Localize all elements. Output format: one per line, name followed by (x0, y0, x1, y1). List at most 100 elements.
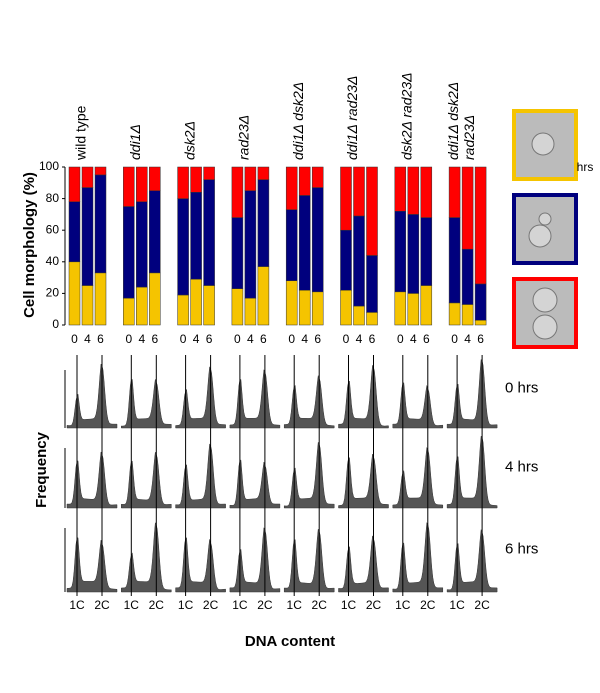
x-tick-label: 0 (71, 332, 78, 346)
y-tick-label: 80 (46, 191, 60, 205)
bar-segment (448, 217, 461, 304)
bar-segment (461, 166, 474, 250)
bar-segment (353, 305, 365, 326)
x-tick-label: 1C (287, 598, 303, 612)
x-tick-label: 4 (193, 332, 200, 346)
bar-segment (257, 179, 270, 267)
x-tick-label: 6 (151, 332, 158, 346)
bar-segment (190, 192, 202, 280)
group-label: dsk2Δ rad23Δ (399, 72, 415, 160)
bar-segment (123, 206, 135, 299)
bar-segment (394, 291, 407, 326)
group-label: ddi1Δ rad23Δ (344, 76, 360, 160)
bar-segment (394, 210, 407, 293)
histogram (283, 375, 335, 429)
bar-segment (353, 166, 365, 217)
bar-segment (366, 312, 378, 326)
bar-segment (257, 266, 270, 326)
histogram (446, 358, 498, 429)
y-tick-label: 100 (39, 159, 59, 173)
x-tick-label: 4 (301, 332, 308, 346)
histogram (121, 451, 172, 509)
histogram (446, 529, 498, 593)
x-tick-label: 0 (397, 332, 404, 346)
x-tick-label: 6 (260, 332, 267, 346)
bar-segment (123, 297, 135, 326)
bar-segment (340, 166, 352, 231)
bar-segment (420, 285, 433, 326)
bar-segment (407, 214, 420, 294)
x-tick-label: 2C (312, 598, 328, 612)
x-tick-label: 1C (395, 598, 411, 612)
bar-segment (353, 215, 365, 307)
histogram (121, 521, 172, 593)
x-tick-label: 6 (314, 332, 321, 346)
x-tick-label: 1C (178, 598, 194, 612)
y-tick-label: 60 (46, 222, 60, 236)
histogram (229, 459, 281, 509)
x-tick-label: 6 (477, 332, 484, 346)
bar-segment (190, 278, 202, 326)
x-tick-label: 1C (341, 598, 357, 612)
row-label: 6 hrs (505, 540, 538, 557)
bar-segment (298, 289, 311, 326)
bar-segment (311, 291, 324, 326)
x-tick-label: 6 (369, 332, 376, 346)
bar-segment (136, 166, 148, 203)
bar-segment (177, 166, 189, 199)
y-tick-label: 0 (52, 317, 59, 331)
x-tick-label: 4 (247, 332, 254, 346)
x-tick-label: 1C (449, 598, 465, 612)
bar-segment (203, 179, 215, 286)
bar-segment (177, 198, 189, 296)
bar-segment (298, 195, 311, 291)
x-tick-label: 2C (149, 598, 165, 612)
group-label: ddi1Δ dsk2Δ (290, 82, 306, 160)
x-tick-label: 4 (84, 332, 91, 346)
bar-segment (474, 283, 487, 321)
x-tick-label: 6 (423, 332, 430, 346)
x-tick-label: 0 (180, 332, 187, 346)
histogram (121, 378, 172, 429)
histogram (175, 443, 226, 509)
group-label: wild type (73, 105, 89, 161)
bar-segment (311, 166, 324, 188)
x-tick-label: 0 (234, 332, 241, 346)
bar-segment (366, 255, 378, 313)
bar-segment (94, 166, 107, 176)
histogram (283, 441, 335, 509)
histogram (229, 526, 281, 593)
bar-segment (136, 201, 148, 288)
histogram (66, 451, 118, 509)
histogram (446, 435, 498, 509)
bar-segment (81, 187, 94, 286)
x-tick-label: 0 (343, 332, 350, 346)
histogram (338, 364, 389, 429)
bar-segment (244, 166, 257, 191)
bar-segment (448, 166, 461, 218)
bar-segment (149, 272, 161, 326)
unbudded-cell-image (512, 109, 578, 181)
x-tick-label: 2C (203, 598, 219, 612)
group-label: dsk2Δ (181, 121, 197, 160)
cell-images (512, 109, 578, 349)
bar-segment (81, 166, 94, 188)
bar-segment (340, 289, 352, 326)
group-label: ddi1Δ (127, 124, 143, 160)
bar-segment (231, 166, 244, 218)
bar-segment (394, 166, 407, 212)
bar-segment (231, 288, 244, 326)
x-tick-label: 6 (206, 332, 213, 346)
histogram (175, 365, 226, 429)
histogram (66, 363, 118, 429)
bar-segment (285, 166, 298, 210)
bar-segment (68, 201, 81, 263)
histogram (175, 537, 226, 593)
bar-segment (474, 166, 487, 285)
x-tick-label: 0 (451, 332, 458, 346)
histogram (338, 535, 389, 593)
bar-segment (149, 190, 161, 274)
bar-segment (366, 166, 378, 256)
histogram (283, 528, 335, 593)
x-tick-label: 2C (474, 598, 490, 612)
